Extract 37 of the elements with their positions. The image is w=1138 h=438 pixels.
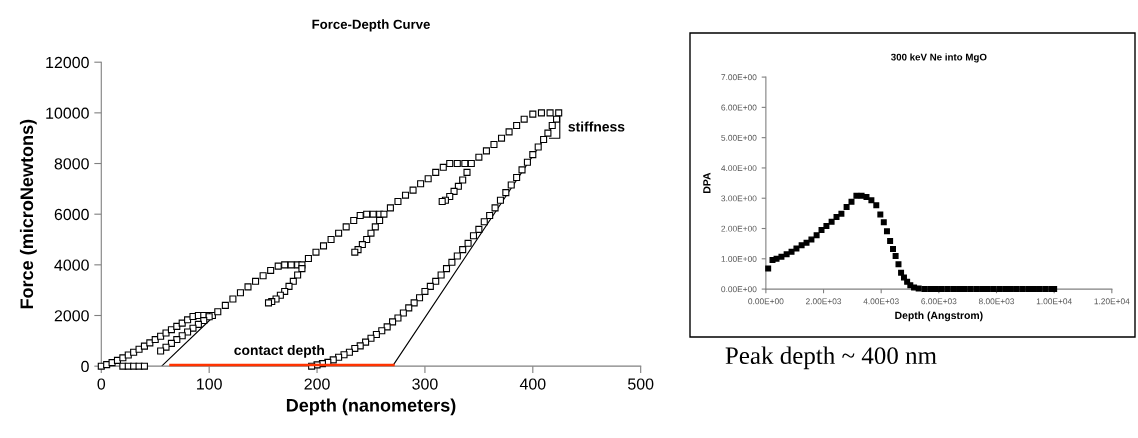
chart-title: 300 keV Ne into MgO (890, 53, 987, 63)
y-tick-label: 7.00E+00 (721, 74, 757, 81)
x-tick-label: 0.00E+00 (748, 298, 784, 305)
y-tick-label: 1.00E+00 (721, 256, 757, 262)
y-tick-label: 2.00E+00 (721, 225, 757, 232)
x-tick-label: 1.20E+04 (1094, 298, 1130, 305)
x-tick-label: 300 (412, 378, 438, 390)
x-tick-label: 100 (197, 378, 222, 390)
x-tick-label: 400 (519, 378, 546, 390)
x-tick-label: 8.00E+03 (978, 298, 1015, 305)
x-tick-label: 1.00E+04 (1036, 298, 1072, 305)
x-tick-label: 500 (628, 378, 654, 390)
annotation: contact depth (234, 344, 324, 358)
x-axis-title: Depth (Angstrom) (895, 311, 983, 322)
y-tick-label: 4.00E+00 (721, 165, 757, 172)
y-tick-label: 3.00E+00 (721, 195, 757, 202)
y-tick-label: 6000 (54, 208, 89, 221)
y-tick-label: 6.00E+00 (721, 104, 757, 111)
y-tick-label: 5.00E+00 (721, 134, 757, 141)
y-axis-title: Force (microNewtons) (19, 119, 37, 309)
y-axis-title: DPA (703, 172, 711, 193)
y-tick-label: 8000 (54, 158, 89, 170)
x-tick-label: 2.00E+03 (806, 298, 842, 305)
x-tick-label: 0 (97, 378, 106, 390)
text: Peak depth ~ 400 nm (725, 346, 937, 370)
y-tick-label: 0 (81, 360, 89, 373)
y-tick-label: 2000 (54, 310, 89, 322)
y-tick-label: 0.00E+00 (721, 286, 757, 293)
x-tick-label: 4.00E+03 (863, 298, 899, 305)
y-tick-label: 4000 (54, 259, 89, 271)
x-tick-label: 6.00E+03 (921, 298, 957, 305)
annotation: stiffness (568, 121, 625, 132)
x-tick-label: 200 (304, 378, 330, 390)
chart-title: Force-Depth Curve (312, 19, 430, 32)
y-tick-label: 12000 (46, 56, 89, 69)
x-axis-title: Depth (nanometers) (286, 398, 456, 416)
y-tick-label: 10000 (46, 107, 89, 119)
